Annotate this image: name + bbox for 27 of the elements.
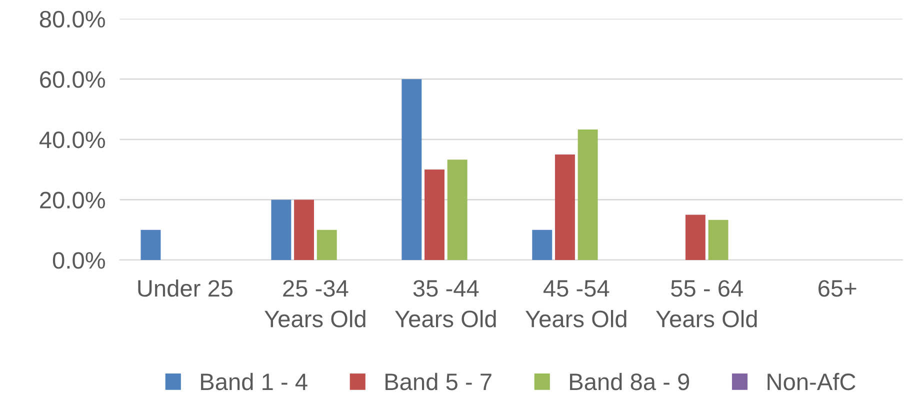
y-tick-label: 0.0%: [52, 252, 106, 269]
x-tick-label: 35 -44 Years Old: [395, 280, 496, 328]
bar: [424, 170, 444, 260]
bar: [271, 200, 292, 260]
bar: [140, 230, 161, 260]
x-tick-label: Under 25: [138, 279, 233, 297]
x-tick-label: 65+: [818, 280, 856, 297]
legend-label: Band 1 - 4: [201, 372, 308, 390]
y-tick-label: 40.0%: [39, 131, 106, 148]
bar: [447, 160, 468, 260]
bar: [708, 220, 728, 260]
y-tick-label: 60.0%: [40, 71, 106, 88]
legend-label: Band 8a - 9: [570, 372, 690, 390]
x-tick-label: 25 -34 Years Old: [264, 280, 366, 328]
y-tick-label: 20.0%: [40, 192, 106, 208]
bar: [532, 230, 552, 260]
bar: [554, 154, 575, 260]
bar: [578, 129, 598, 260]
bar: [316, 230, 337, 260]
bar: [294, 200, 314, 260]
legend-label: Band 5 - 7: [386, 372, 492, 390]
bar: [402, 79, 422, 260]
legend-label: Non-AfC: [768, 372, 856, 390]
x-tick-label: 55 - 64 Years Old: [656, 280, 757, 328]
y-tick-label: 80.0%: [40, 10, 106, 28]
bar: [685, 214, 706, 260]
x-tick-label: 45 -54 Years Old: [526, 280, 626, 328]
